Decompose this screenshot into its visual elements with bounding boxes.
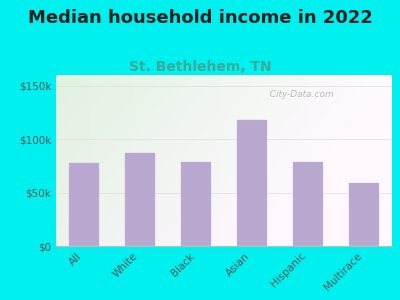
Text: St. Bethlehem, TN: St. Bethlehem, TN [129,60,271,74]
Text: Median household income in 2022: Median household income in 2022 [28,9,372,27]
Text: City-Data.com: City-Data.com [264,90,334,99]
Bar [348,183,379,246]
Bar [293,162,324,246]
Bar [125,153,155,246]
Bar [69,163,100,246]
Bar [237,120,268,246]
Bar [181,162,212,246]
